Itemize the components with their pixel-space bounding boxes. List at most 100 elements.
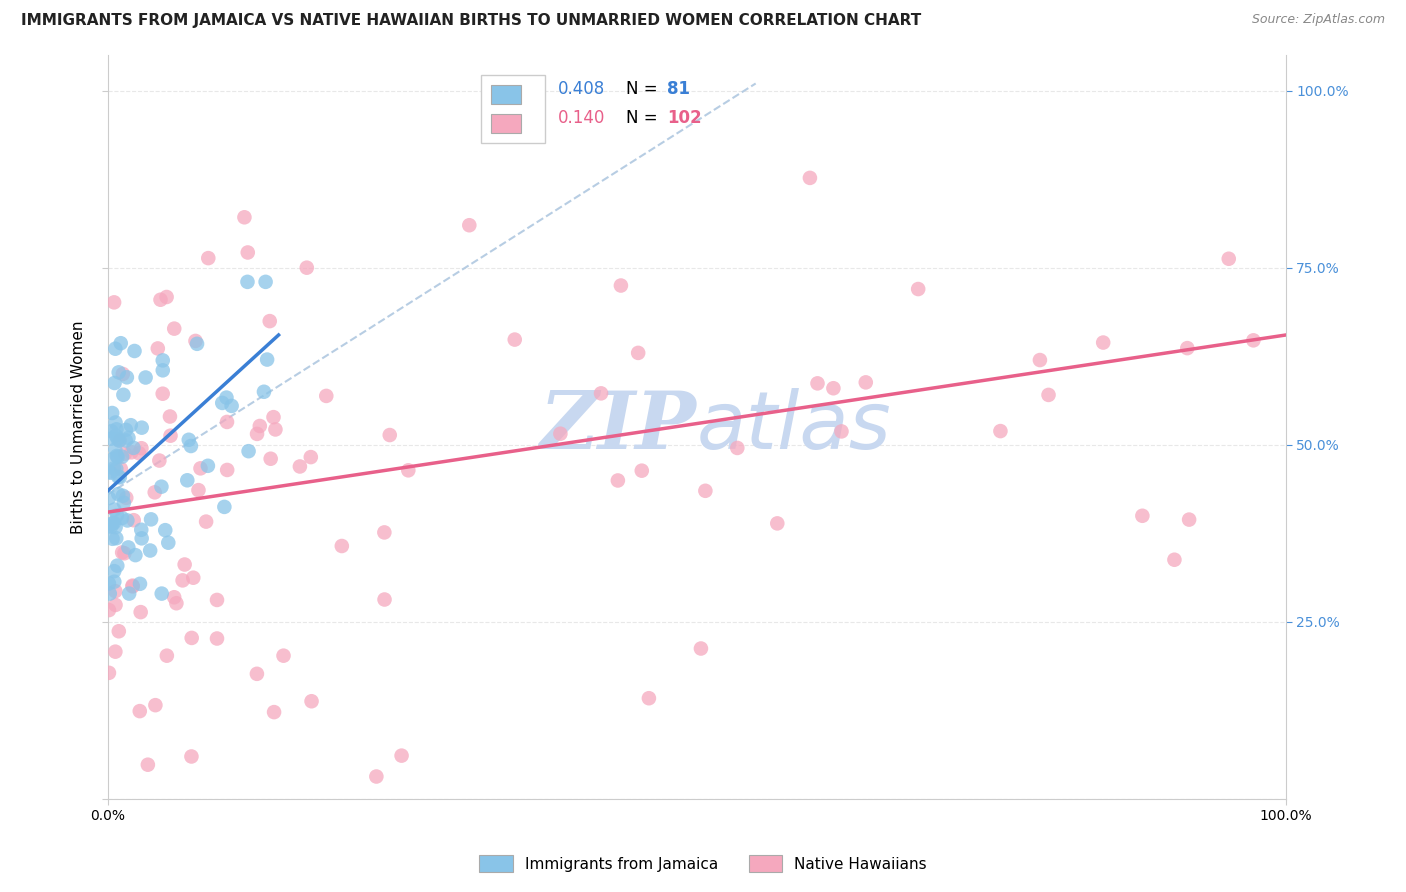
Point	[143, 485, 166, 500]
Point	[148, 453, 170, 467]
Point	[121, 579, 143, 593]
Point	[98, 586, 121, 600]
Point	[107, 487, 129, 501]
Point	[115, 423, 138, 437]
Point	[136, 757, 159, 772]
Point	[301, 694, 323, 708]
Point	[128, 446, 150, 460]
Point	[181, 571, 204, 585]
Point	[108, 434, 131, 448]
Point	[107, 450, 129, 464]
Point	[159, 409, 181, 424]
Point	[152, 386, 174, 401]
Point	[725, 441, 748, 455]
Point	[103, 461, 125, 475]
Point	[129, 576, 152, 591]
Point	[1175, 341, 1198, 355]
Point	[105, 462, 128, 476]
Point	[299, 450, 322, 464]
Point	[112, 546, 135, 560]
Point	[105, 531, 128, 545]
Point	[110, 336, 132, 351]
Point	[152, 353, 174, 368]
Point	[131, 532, 153, 546]
Point	[108, 434, 131, 448]
Point	[104, 428, 127, 442]
Point	[378, 428, 401, 442]
Y-axis label: Births to Unmarried Women: Births to Unmarried Women	[72, 320, 86, 533]
Text: Source: ZipAtlas.com: Source: ZipAtlas.com	[1251, 13, 1385, 27]
Point	[111, 545, 134, 559]
Point	[155, 290, 177, 304]
Point	[263, 410, 285, 425]
Point	[97, 665, 120, 680]
Point	[249, 419, 271, 434]
Point	[100, 466, 122, 480]
Point	[103, 376, 125, 390]
Point	[256, 352, 278, 367]
Text: atlas: atlas	[697, 388, 891, 467]
Point	[217, 463, 239, 477]
Point	[103, 295, 125, 310]
Point	[205, 632, 228, 646]
Point	[215, 391, 238, 405]
Point	[112, 388, 135, 402]
Point	[830, 425, 852, 439]
Point	[124, 343, 146, 358]
Point	[103, 502, 125, 516]
Text: R =: R =	[515, 109, 546, 127]
Point	[1241, 334, 1264, 348]
Point	[146, 342, 169, 356]
Point	[100, 519, 122, 533]
Point	[186, 336, 208, 351]
Point	[214, 500, 236, 514]
Text: 0.408: 0.408	[558, 79, 605, 97]
Point	[108, 470, 131, 484]
Point	[823, 381, 845, 395]
Point	[236, 275, 259, 289]
Point	[115, 370, 138, 384]
Point	[172, 574, 194, 588]
Point	[806, 376, 828, 391]
Point	[215, 415, 238, 429]
Point	[458, 218, 481, 232]
Point	[1130, 508, 1153, 523]
Point	[97, 491, 120, 505]
Point	[211, 396, 233, 410]
Point	[288, 459, 311, 474]
Point	[149, 293, 172, 307]
Point	[111, 367, 134, 381]
Point	[97, 576, 120, 591]
Point	[197, 251, 219, 265]
Point	[120, 418, 142, 433]
Point	[1029, 353, 1052, 368]
Point	[131, 442, 153, 456]
Point	[197, 458, 219, 473]
Point	[1038, 388, 1060, 402]
Point	[100, 432, 122, 446]
Point	[254, 275, 277, 289]
Point	[373, 592, 395, 607]
Text: R =: R =	[515, 79, 546, 97]
Point	[117, 513, 139, 527]
Point	[131, 420, 153, 434]
Point	[107, 470, 129, 484]
Point	[690, 641, 713, 656]
Point	[114, 447, 136, 461]
Point	[238, 444, 260, 458]
Point	[111, 450, 134, 464]
Point	[163, 591, 186, 605]
Point	[111, 511, 134, 525]
Point	[129, 523, 152, 537]
Point	[104, 342, 127, 356]
Point	[97, 518, 120, 533]
Point	[990, 424, 1012, 438]
Text: ZIP: ZIP	[540, 388, 697, 466]
Point	[396, 463, 419, 477]
Point	[97, 603, 120, 617]
Point	[187, 483, 209, 497]
Point	[221, 399, 243, 413]
Point	[180, 631, 202, 645]
Point	[139, 543, 162, 558]
Point	[1178, 513, 1201, 527]
